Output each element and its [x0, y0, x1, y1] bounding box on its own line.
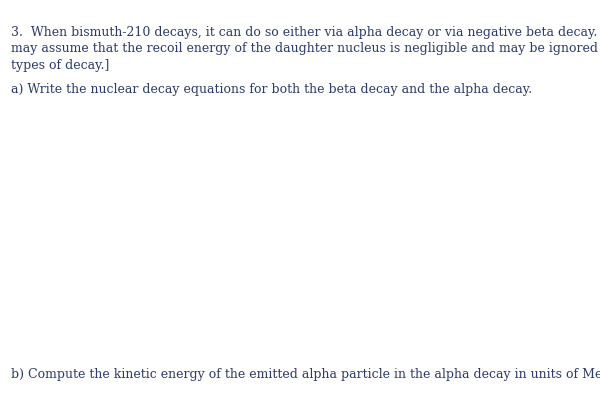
Text: may assume that the recoil energy of the daughter nucleus is negligible and may : may assume that the recoil energy of the… [11, 42, 600, 55]
Text: b) Compute the kinetic energy of the emitted alpha particle in the alpha decay i: b) Compute the kinetic energy of the emi… [11, 368, 600, 380]
Text: a) Write the nuclear decay equations for both the beta decay and the alpha decay: a) Write the nuclear decay equations for… [11, 83, 532, 95]
Text: 3.  When bismuth-210 decays, it can do so either via alpha decay or via negative: 3. When bismuth-210 decays, it can do so… [11, 26, 600, 38]
Text: types of decay.]: types of decay.] [11, 59, 109, 71]
